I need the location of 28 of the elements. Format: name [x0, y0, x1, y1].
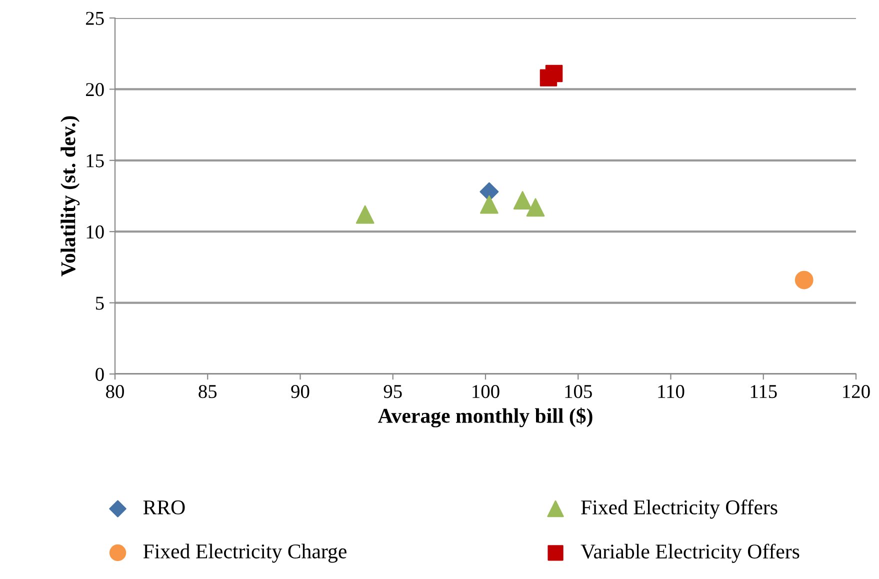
point — [480, 195, 498, 214]
point — [540, 69, 558, 86]
y-tick-label: 15 — [86, 154, 104, 168]
point — [356, 205, 374, 224]
y-tick-label: 10 — [86, 225, 104, 239]
point — [526, 198, 545, 217]
point — [480, 182, 499, 202]
y-axis-title: Volatility (st. dev.) — [60, 116, 80, 276]
x-tick-label: 90 — [291, 384, 310, 398]
point — [794, 270, 814, 290]
x-tick-label: 85 — [198, 384, 217, 398]
y-tick-label: 20 — [86, 83, 104, 96]
x-tick-label: 120 — [843, 384, 870, 398]
legend-label: RRO — [143, 500, 185, 514]
x-tick-label: 110 — [658, 384, 684, 398]
x-tick-label: 80 — [106, 384, 124, 398]
y-tick-label: 5 — [96, 296, 104, 310]
x-tick-label: 95 — [384, 385, 402, 398]
legend-label: Fixed Electricity Offers — [581, 500, 778, 519]
point — [513, 191, 532, 210]
x-tick-label: 100 — [472, 384, 500, 398]
x-axis-title: Average monthly bill ($) — [378, 408, 592, 428]
legend-label: Variable Electricity Offers — [580, 544, 800, 563]
x-tick-label: 115 — [750, 385, 777, 398]
x-tick-label: 105 — [565, 384, 592, 398]
legend-label: Fixed Electricity Charge — [143, 544, 346, 563]
y-tick-label: 25 — [86, 12, 104, 25]
y-tick-label: 0 — [96, 368, 104, 381]
